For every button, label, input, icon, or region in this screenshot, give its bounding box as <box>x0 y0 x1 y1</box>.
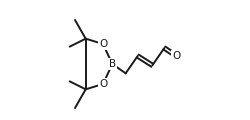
Text: O: O <box>99 39 107 49</box>
Text: B: B <box>109 59 116 69</box>
Text: O: O <box>172 51 180 61</box>
Text: O: O <box>99 79 107 89</box>
